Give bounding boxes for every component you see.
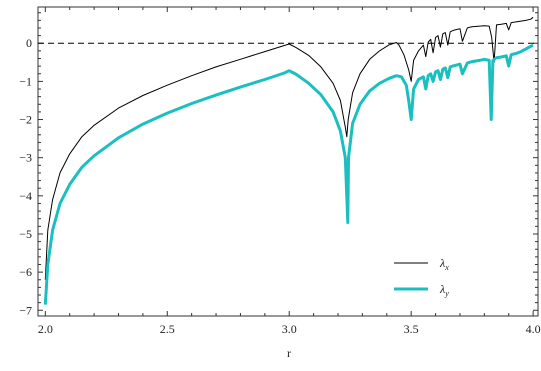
- legend-label-lambda-y-main: λ: [439, 282, 445, 296]
- legend-label-lambda-x: λx: [439, 256, 449, 272]
- y-tick-label: −1: [19, 74, 32, 88]
- x-tick-label: 2.0: [38, 322, 53, 336]
- x-tick-label: 2.5: [160, 322, 175, 336]
- x-tick-label: 3.5: [404, 322, 419, 336]
- y-tick-label: −3: [19, 151, 32, 165]
- y-tick-label: −5: [19, 227, 32, 241]
- y-tick-label: 0: [26, 36, 32, 50]
- series-line-lambda-y: [43, 43, 534, 305]
- series-line-lambda-x: [44, 16, 534, 280]
- x-tick-label: 3.0: [282, 322, 297, 336]
- legend-label-lambda-y: λy: [439, 282, 449, 298]
- y-tick-label: −7: [19, 303, 32, 317]
- x-tick-label: 4.0: [526, 322, 541, 336]
- legend-label-lambda-x-sub: x: [444, 263, 449, 272]
- series-group: [43, 16, 534, 305]
- y-tick-label: −2: [19, 113, 32, 127]
- legend-label-lambda-x-main: λ: [439, 256, 445, 270]
- plot-frame: [37, 6, 539, 317]
- legend: λx λy: [394, 256, 449, 298]
- legend-label-lambda-y-sub: y: [444, 289, 449, 298]
- y-tick-label: −4: [19, 189, 32, 203]
- y-tick-label: −6: [19, 265, 32, 279]
- y-axis-ticks: 0 −1 −2 −3 −4 −5 −6 −7: [19, 12, 538, 317]
- x-axis-ticks: 2.0 2.5 3.0 3.5 4.0: [38, 7, 541, 336]
- x-axis-title: r: [287, 346, 291, 360]
